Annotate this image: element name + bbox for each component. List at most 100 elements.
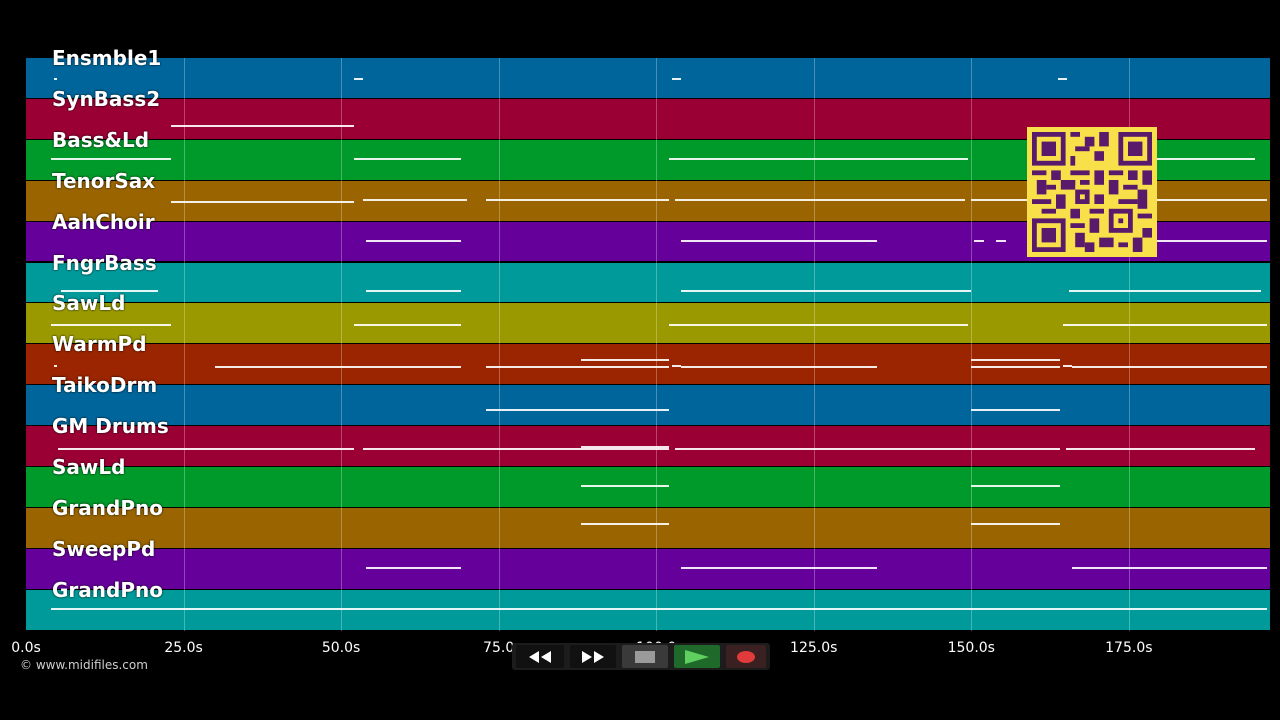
note-bar xyxy=(1065,448,1255,451)
note-bar xyxy=(580,485,669,488)
grid-line xyxy=(183,58,185,631)
note-bar xyxy=(1058,78,1068,81)
play-button[interactable] xyxy=(674,645,720,668)
time-tick-label: 75.0 xyxy=(483,640,515,656)
track-lane[interactable] xyxy=(26,344,1270,385)
note-bar xyxy=(366,240,461,243)
track-lane[interactable] xyxy=(26,262,1270,303)
note-bar xyxy=(681,240,877,243)
note-bar xyxy=(486,199,669,202)
note-bar xyxy=(353,158,461,161)
note-bar xyxy=(671,364,682,367)
track-lane[interactable] xyxy=(26,507,1270,548)
note-bar xyxy=(675,199,965,202)
transport-controls xyxy=(512,643,770,670)
grid-line xyxy=(1128,58,1130,631)
note-bar xyxy=(353,78,364,81)
note-bar xyxy=(1062,364,1073,367)
note-bar xyxy=(363,199,468,202)
note-bar xyxy=(1072,567,1268,570)
track-lane[interactable] xyxy=(26,385,1270,426)
note-bar xyxy=(671,78,682,81)
note-bar xyxy=(668,323,969,326)
note-bar xyxy=(681,567,877,570)
time-tick-label: 175.0s xyxy=(1105,640,1153,656)
note-bar xyxy=(57,448,159,451)
note-bar xyxy=(971,359,1060,362)
note-bar xyxy=(580,446,669,449)
note-bar xyxy=(451,448,669,451)
note-bar xyxy=(363,448,452,451)
track-label: GM Drums xyxy=(52,414,169,439)
track-label: TaikoDrm xyxy=(52,373,158,398)
qr-code-pattern xyxy=(1032,132,1152,252)
track-label: SawLd xyxy=(52,291,126,316)
note-bar xyxy=(170,200,354,203)
record-icon xyxy=(737,650,755,663)
note-bar xyxy=(681,366,877,369)
note-bar xyxy=(668,158,969,161)
note-bar xyxy=(1065,240,1268,243)
note-bar xyxy=(1062,323,1268,326)
track-label: SynBass2 xyxy=(52,86,161,111)
note-bar xyxy=(971,523,1060,526)
time-tick-label: 0.0s xyxy=(11,640,41,656)
note-bar xyxy=(158,448,354,451)
note-bar xyxy=(974,240,984,243)
note-bar xyxy=(971,409,1060,412)
track-lane[interactable] xyxy=(26,426,1270,466)
stop-button[interactable] xyxy=(622,645,668,668)
note-bar xyxy=(971,485,1060,488)
track-label: GrandPno xyxy=(52,495,163,520)
copyright-notice: © www.midifiles.com xyxy=(20,658,148,672)
record-button[interactable] xyxy=(726,645,766,668)
note-bar xyxy=(1068,290,1262,293)
note-bar xyxy=(971,366,1060,369)
note-bar xyxy=(54,78,57,81)
qr-code xyxy=(1027,127,1157,257)
note-bar xyxy=(580,359,669,362)
track-label: WarmPd xyxy=(52,332,147,357)
note-bar xyxy=(51,608,1268,611)
note-bar xyxy=(486,409,669,412)
time-tick-label: 50.0s xyxy=(321,640,361,656)
note-bar xyxy=(996,240,1006,243)
grid-line xyxy=(813,58,815,631)
note-bar xyxy=(876,448,1060,451)
note-bar xyxy=(486,366,669,369)
note-bar xyxy=(54,364,58,367)
track-label: Ensmble1 xyxy=(52,46,162,70)
track-label: Bass&Ld xyxy=(52,127,150,152)
note-bar xyxy=(580,523,669,526)
time-tick-label: 150.0s xyxy=(947,640,995,656)
track-lane[interactable] xyxy=(26,58,1270,98)
note-bar xyxy=(170,125,354,128)
time-tick-label: 125.0s xyxy=(790,640,838,656)
grid-line xyxy=(341,58,343,631)
grid-line xyxy=(656,58,658,631)
note-bar xyxy=(51,158,171,161)
time-tick-label: 25.0s xyxy=(164,640,203,656)
fast-forward-icon xyxy=(582,650,604,663)
track-label: GrandPno xyxy=(52,577,163,602)
note-bar xyxy=(51,323,171,326)
note-bar xyxy=(60,290,159,293)
rewind-icon xyxy=(529,650,551,663)
note-bar xyxy=(366,290,461,293)
note-bar xyxy=(675,448,877,451)
grid-line xyxy=(498,58,500,631)
note-bar xyxy=(353,323,461,326)
note-bar xyxy=(360,366,461,369)
note-bar xyxy=(366,567,461,570)
note-bar xyxy=(215,366,360,369)
track-label: TenorSax xyxy=(52,168,156,193)
rewind-button[interactable] xyxy=(516,645,564,668)
track-lane[interactable] xyxy=(26,303,1270,344)
grid-line xyxy=(971,58,973,631)
note-bar xyxy=(1072,366,1268,369)
track-label: AahChoir xyxy=(52,209,155,234)
track-lane[interactable] xyxy=(26,548,1270,589)
fast-forward-button[interactable] xyxy=(570,645,616,668)
note-bar xyxy=(1062,158,1255,161)
play-icon xyxy=(685,649,709,664)
